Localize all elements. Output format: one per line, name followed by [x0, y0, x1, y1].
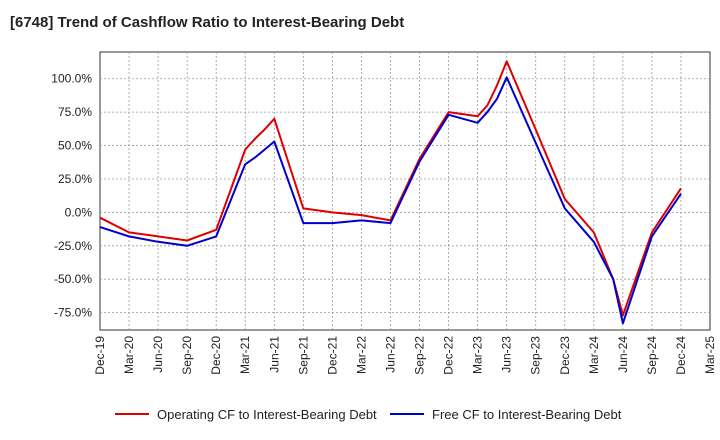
- plot-group: Dec-19 Mar-20 Jun-20 Sep-20 Dec-20 Mar-21 Jun-…: [51, 51, 717, 375]
- x-tick-label: Mar-25: [703, 336, 717, 374]
- x-tick-label: Dec-21: [325, 336, 339, 375]
- x-tick-label: Sep-24: [645, 336, 659, 375]
- x-tick-label: Jun-24: [616, 336, 630, 373]
- x-tick-label: Dec-24: [674, 336, 688, 375]
- x-tick-label: Sep-22: [413, 336, 427, 375]
- x-tick-label: Dec-20: [209, 336, 223, 375]
- y-tick-label: 50.0%: [58, 139, 92, 153]
- x-tick-label: Sep-21: [296, 336, 310, 375]
- x-tick-label: Sep-20: [180, 336, 194, 375]
- x-tick-label: Mar-23: [471, 336, 485, 374]
- y-tick-label: 0.0%: [65, 205, 93, 219]
- chart-title: [6748] Trend of Cashflow Ratio to Intere…: [10, 14, 405, 31]
- series-line-1: [99, 60, 682, 317]
- series-line-2: [99, 76, 682, 325]
- x-tick-label: Mar-21: [238, 336, 252, 374]
- legend: Operating CF to Interest-Bearing Debt Fre…: [115, 407, 622, 422]
- x-tick-label: Dec-23: [558, 336, 572, 375]
- x-tick-label: Mar-20: [122, 336, 136, 374]
- x-tick-label: Dec-19: [93, 336, 107, 375]
- y-tick-label: 100.0%: [51, 72, 92, 86]
- x-tick-label: Jun-23: [500, 336, 514, 373]
- x-tick-label: Mar-24: [587, 336, 601, 374]
- legend-label-2: Free CF to Interest-Bearing Debt: [432, 407, 622, 422]
- y-tick-label: -50.0%: [54, 272, 92, 286]
- legend-label-1: Operating CF to Interest-Bearing Debt: [157, 407, 377, 422]
- y-tick-label: -25.0%: [54, 239, 92, 253]
- x-tick-label: Mar-22: [354, 336, 368, 374]
- x-tick-label: Dec-22: [442, 336, 456, 375]
- y-tick-label: -75.0%: [54, 306, 92, 320]
- y-tick-label: 25.0%: [58, 172, 92, 186]
- x-tick-label: Jun-22: [383, 336, 397, 373]
- x-tick-label: Jun-20: [151, 336, 165, 373]
- x-tick-label: Sep-23: [529, 336, 543, 375]
- x-tick-label: Jun-21: [267, 336, 281, 373]
- y-tick-label: 75.0%: [58, 105, 92, 119]
